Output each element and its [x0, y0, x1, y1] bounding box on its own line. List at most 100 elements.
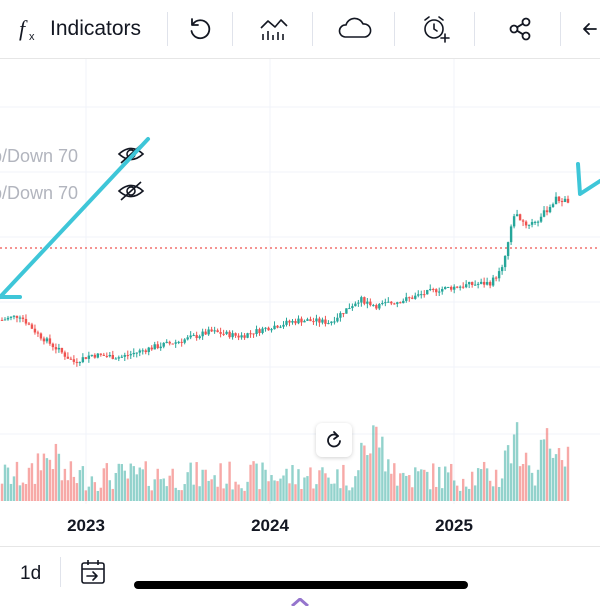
chart-area[interactable]: p/Down 70 p/Down 70 20: [0, 59, 600, 537]
volume-bar: [222, 488, 225, 501]
volume-bar: [195, 462, 198, 501]
volume-bar: [500, 478, 504, 501]
candle-body: [18, 317, 22, 319]
toolbar-divider: [232, 12, 233, 46]
volume-bar: [264, 469, 267, 501]
candle-body: [198, 336, 201, 339]
candle-body: [51, 343, 55, 348]
bottom-toolbar: 1d: [0, 546, 600, 608]
candle-body: [6, 317, 10, 320]
volume-bar: [219, 463, 222, 501]
legend-row-2[interactable]: p/Down 70: [0, 181, 145, 203]
candle-body: [126, 355, 129, 357]
volume-bar: [60, 480, 64, 501]
volume-bar: [536, 469, 540, 501]
volume-bar: [261, 462, 264, 501]
cloud-icon[interactable]: [333, 0, 377, 58]
volume-bar: [438, 466, 441, 501]
legend-label: p/Down 70: [0, 146, 78, 166]
alarm-add-icon[interactable]: [416, 0, 456, 58]
candle-body: [470, 282, 474, 285]
volume-bar: [42, 453, 46, 501]
candle-body: [488, 282, 492, 286]
indicators-button[interactable]: Indicators: [50, 0, 150, 58]
drawing-annotations[interactable]: [0, 137, 600, 299]
candle-body: [506, 242, 510, 256]
calendar-goto-icon[interactable]: [78, 557, 110, 589]
candle-body: [237, 335, 240, 338]
candle-body: [339, 313, 342, 318]
candle-body: [536, 221, 540, 223]
candle-body: [111, 354, 115, 359]
volume-bar: [453, 480, 456, 501]
candle-body: [78, 362, 82, 364]
volume-bar: [390, 473, 393, 501]
candle-body: [539, 216, 543, 222]
volume-bar: [210, 479, 213, 501]
volume-bar: [426, 471, 429, 501]
legend-row-1[interactable]: p/Down 70: [0, 144, 145, 166]
candle-body: [285, 320, 288, 325]
volume-bar: [234, 481, 237, 501]
volume-bar: [114, 472, 117, 501]
x-tick-label: 2024: [251, 516, 289, 535]
annotation-arrow-line: [0, 137, 150, 299]
volume-bar: [435, 486, 438, 501]
candle-body: [282, 324, 285, 327]
volume-bar: [99, 487, 103, 501]
candle-body: [114, 358, 117, 360]
candle-body: [348, 308, 351, 310]
eye-off-icon[interactable]: [117, 181, 145, 201]
replay-icon[interactable]: [180, 0, 220, 58]
candle-body: [150, 347, 153, 350]
back-arrow-icon[interactable]: [578, 0, 600, 58]
candle-body: [479, 281, 483, 284]
candle-body: [132, 352, 135, 355]
candle-body: [141, 350, 144, 352]
svg-text:x: x: [29, 31, 35, 43]
candle-body: [372, 305, 375, 307]
volume-bar: [563, 466, 567, 501]
volume-bar: [129, 463, 132, 501]
volume-bar: [279, 478, 282, 501]
toolbar-divider: [474, 12, 475, 46]
candle-body: [195, 335, 198, 339]
candle-body: [60, 347, 64, 353]
candle-body: [255, 329, 258, 335]
share-icon[interactable]: [502, 0, 538, 58]
price-chart[interactable]: p/Down 70 p/Down 70 20: [0, 59, 600, 537]
candle-body: [174, 342, 177, 344]
volume-bar: [473, 485, 477, 501]
volume-bar: [207, 480, 210, 501]
candle-body: [512, 216, 516, 227]
candle-body: [342, 313, 345, 315]
fx-icon[interactable]: f x: [10, 0, 46, 58]
candle-body: [432, 289, 435, 291]
candle-body: [438, 291, 441, 293]
candle-body: [189, 335, 192, 338]
compare-bars-icon[interactable]: [252, 0, 296, 58]
legend-label: p/Down 70: [0, 183, 78, 203]
volume-bar: [518, 466, 522, 501]
candle-body: [177, 341, 180, 343]
volume-bar: [171, 468, 174, 501]
candle-body: [153, 344, 156, 350]
reset-chart-button[interactable]: [316, 423, 352, 457]
candle-body: [309, 319, 312, 322]
candle-body: [509, 226, 513, 243]
candle-body: [171, 343, 174, 345]
volume-bar: [521, 464, 525, 501]
candle-body: [39, 333, 43, 339]
interval-button[interactable]: 1d: [20, 563, 42, 584]
volume-bar: [183, 484, 186, 501]
volume-bar: [135, 474, 138, 501]
candle-body: [473, 284, 477, 286]
candle-body: [90, 354, 94, 356]
candle-body: [524, 221, 528, 226]
candle-body: [12, 315, 16, 317]
candle-body: [231, 333, 234, 338]
candle-body: [105, 355, 109, 357]
volume-bar: [18, 485, 22, 501]
volume-bar: [318, 470, 321, 501]
candle-body: [225, 331, 228, 334]
